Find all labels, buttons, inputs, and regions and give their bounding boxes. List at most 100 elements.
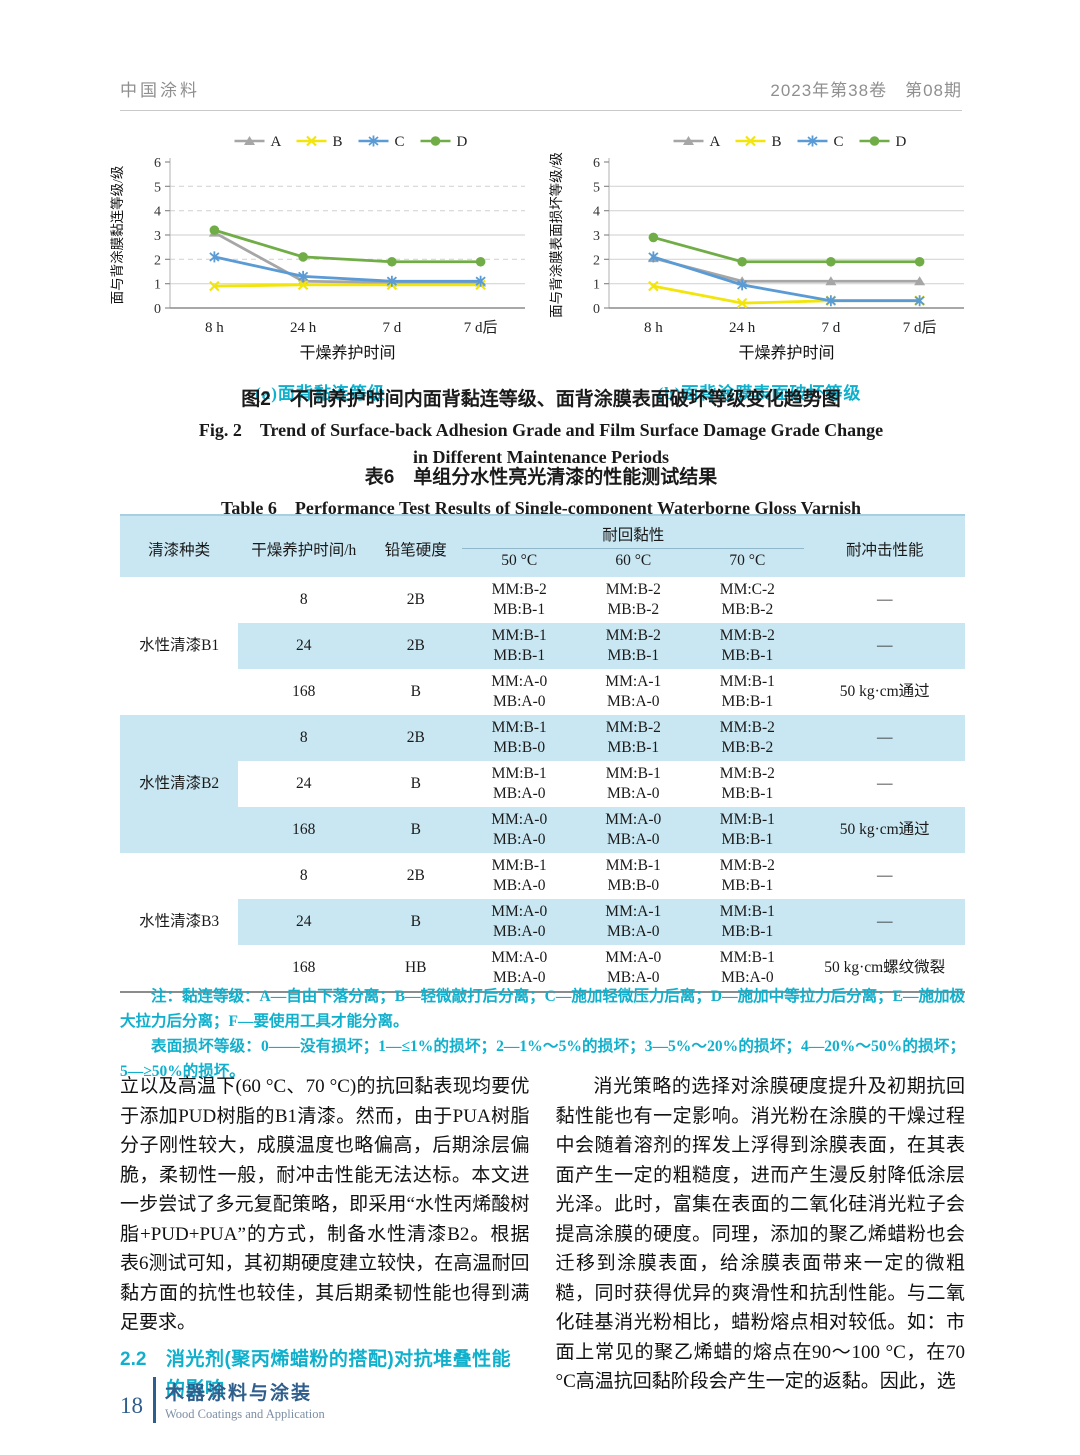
time-cell: 24	[238, 899, 370, 945]
table-notes: 注：黏连等级：A—自由下落分离；B—轻微敲打后分离；C—施加轻微压力后离；D—施…	[120, 984, 965, 1084]
tack-cell: MM:C-2 MB:B-2	[719, 581, 775, 618]
svg-text:面与背涂膜黏连等级/级: 面与背涂膜黏连等级/级	[109, 165, 125, 304]
svg-text:24 h: 24 h	[290, 320, 317, 336]
varnish-type-cell: 水性清漆B1	[120, 577, 239, 715]
svg-text:7 d后: 7 d后	[903, 319, 937, 336]
svg-text:6: 6	[593, 156, 600, 171]
tack-cell: MM:B-2 MB:B-1	[690, 623, 805, 669]
svg-text:0: 0	[593, 302, 600, 317]
table-row: 24 B MM:A-0 MB:A-0 MM:A-1 MB:A-0 MM:B-1 MB:B-1—	[120, 899, 965, 945]
footer-divider	[153, 1377, 156, 1423]
time-cell: 8	[238, 715, 370, 761]
figure-caption: 图2 不同养护时间内面背黏连等级、面背涂膜表面破坏等级变化趋势图 Fig. 2 …	[120, 384, 962, 471]
tack-cell: MM:A-0 MB:A-0	[462, 899, 577, 945]
body-text: 立以及高温下(60 °C、70 °C)的抗回黏表现均要优于添加PUD树脂的B1清…	[120, 1072, 965, 1405]
tack-cell: MM:B-1 MB:B-1	[690, 899, 805, 945]
svg-text:24 h: 24 h	[729, 320, 756, 336]
figure-2-charts: 0 1 2 3 4 5 6 A B C D 8 h 24 h 7 d 7 d后 干燥养护时间 面与背涂膜黏连等级…	[108, 130, 972, 404]
svg-text:7 d: 7 d	[822, 320, 841, 336]
hardness-cell: 2B	[369, 715, 463, 761]
footer-column-title-en: Wood Coatings and Application	[165, 1407, 325, 1421]
hardness-cell: HB	[404, 959, 427, 976]
svg-text:5: 5	[593, 180, 600, 195]
table-body: 水性清漆B1 8 2B MM:B-2 MB:B-1 MM:B-2 MB:B-2 MM:C-2 M…	[120, 577, 965, 992]
hardness-cell: B	[369, 807, 463, 853]
tack-cell: MM:B-1 MB:A-0	[719, 949, 775, 986]
chart-panel-b: 0 1 2 3 4 5 6 A B C D 8 h 24 h 7 d 7 d后 干燥养护时间 面与背涂膜表面损坏…	[547, 130, 972, 404]
line-chart-b: 0 1 2 3 4 5 6 A B C D 8 h 24 h 7 d 7 d后 干燥养护时间 面与背涂膜表面损坏…	[547, 130, 972, 377]
hardness-cell: B	[410, 775, 421, 792]
panel-caption-b: (b)面背涂膜表面破坏等级	[657, 384, 862, 403]
time-cell: 8	[299, 867, 308, 884]
tack-cell: MM:B-1 MB:B-1	[719, 673, 775, 710]
hardness-cell: 2B	[369, 623, 463, 669]
svg-text:3: 3	[154, 229, 161, 244]
table-title-en: Table 6 Performance Test Results of Sing…	[220, 498, 862, 518]
issue-info: 2023年第38卷 第08期	[770, 81, 962, 100]
section-heading-2-2: 2.2 消光剂(聚丙烯蜡粉的搭配)对抗堆叠性能的影响	[120, 1345, 530, 1405]
col-header-impact: 耐冲击性能	[804, 515, 965, 577]
svg-text:D: D	[896, 134, 907, 150]
tack-cell: MM:B-2 MB:B-1	[491, 581, 547, 618]
hardness-cell: 2B	[406, 867, 425, 884]
tack-cell: MM:B-2 MB:B-2	[690, 715, 805, 761]
tack-cell: MM:B-1 MB:A-0	[491, 857, 547, 894]
tack-cell: MM:A-0 MB:A-0	[605, 949, 662, 986]
svg-text:2: 2	[593, 253, 600, 268]
tack-cell: MM:B-2 MB:B-1	[719, 765, 775, 802]
table-row: 168 B MM:A-0 MB:A-0 MM:A-1 MB:A-0 MM:B-1 MB:B-1…	[120, 669, 965, 715]
tack-cell: MM:B-1 MB:A-0	[491, 765, 547, 802]
table-row: 水性清漆B3 8 2B MM:B-1 MB:A-0 MM:B-1 MB:B-0 MM:B-2 M…	[120, 853, 965, 992]
table-title: 表6 单组分水性亮光清漆的性能测试结果 Table 6 Performance …	[120, 462, 962, 520]
col-header-60c: 60 °C	[576, 548, 691, 577]
svg-text:B: B	[772, 134, 782, 150]
time-cell: 24	[296, 775, 312, 792]
table-row: 24 B MM:B-1 MB:A-0 MM:B-1 MB:A-0 MM:B-2 MB:B-1 —	[120, 761, 965, 807]
tack-cell: MM:A-1 MB:A-0	[576, 899, 691, 945]
hardness-cell: B	[369, 899, 463, 945]
svg-text:4: 4	[154, 205, 161, 220]
tack-cell: MM:B-1 MB:B-0	[462, 715, 577, 761]
time-cell: 24	[238, 623, 370, 669]
time-cell: 168	[238, 807, 370, 853]
note-line: 注：黏连等级：A—自由下落分离；B—轻微敲打后分离；C—施加轻微压力后离；D—施…	[120, 988, 965, 1030]
col-header-hardness: 铅笔硬度	[369, 515, 463, 577]
svg-text:7 d后: 7 d后	[464, 319, 498, 336]
time-cell: 8	[299, 591, 308, 608]
tack-cell: MM:A-0 MB:A-0	[491, 673, 548, 710]
impact-cell: 50 kg·cm通过	[839, 683, 930, 700]
table-row: 水性清漆B2 8 2B MM:B-1 MB:B-0 MM:B-2 MB:B-1 MM:B-2 M…	[120, 715, 965, 853]
page-header: 中国涂料 2023年第38卷 第08期	[120, 76, 962, 111]
svg-text:面与背涂膜表面损坏等级/级: 面与背涂膜表面损坏等级/级	[548, 152, 564, 318]
svg-text:5: 5	[154, 180, 161, 195]
performance-table: 清漆种类 干燥养护时间/h 铅笔硬度 耐回黏性 耐冲击性能 50 °C 60 °…	[120, 514, 965, 993]
svg-text:8 h: 8 h	[644, 320, 663, 336]
table-row: 168 B MM:A-0 MB:A-0 MM:A-0 MB:A-0 MM:B-1 MB:B-1…	[120, 807, 965, 853]
right-column: 消光策略的选择对涂膜硬度提升及初期抗回黏性能也有一定影响。消光粉在涂膜的干燥过程…	[556, 1072, 966, 1405]
svg-text:C: C	[395, 134, 405, 150]
impact-cell: —	[876, 775, 893, 792]
tack-cell: MM:B-1 MB:B-1	[690, 807, 805, 853]
right-paragraph: 消光策略的选择对涂膜硬度提升及初期抗回黏性能也有一定影响。消光粉在涂膜的干燥过程…	[555, 1076, 966, 1392]
svg-text:3: 3	[593, 229, 600, 244]
svg-text:A: A	[710, 134, 721, 150]
tack-cell: MM:B-1 MB:B-1	[462, 623, 577, 669]
impact-cell: —	[876, 867, 893, 884]
time-cell: 168	[292, 959, 316, 976]
impact-cell: —	[804, 715, 965, 761]
svg-text:干燥养护时间: 干燥养护时间	[738, 344, 834, 362]
tack-cell: MM:A-0 MB:A-0	[491, 949, 548, 986]
col-header-time: 干燥养护时间/h	[238, 515, 370, 577]
tack-cell: MM:B-2 MB:B-1	[576, 623, 691, 669]
panel-caption-a: (a)面背黏连等级	[255, 384, 386, 403]
table-row: 168 HB MM:A-0 MB:A-0 MM:A-0 MB:A-0 MM:B-1 MB:A-…	[120, 945, 965, 992]
svg-text:干燥养护时间: 干燥养护时间	[299, 344, 395, 362]
section-number: 2.2	[120, 1348, 147, 1370]
svg-text:2: 2	[154, 253, 161, 268]
col-header-50c: 50 °C	[462, 548, 577, 577]
impact-cell: —	[804, 623, 965, 669]
tack-cell: MM:B-2 MB:B-1	[719, 857, 775, 894]
impact-cell: 50 kg·cm螺纹微裂	[824, 959, 946, 976]
svg-text:6: 6	[154, 156, 161, 171]
